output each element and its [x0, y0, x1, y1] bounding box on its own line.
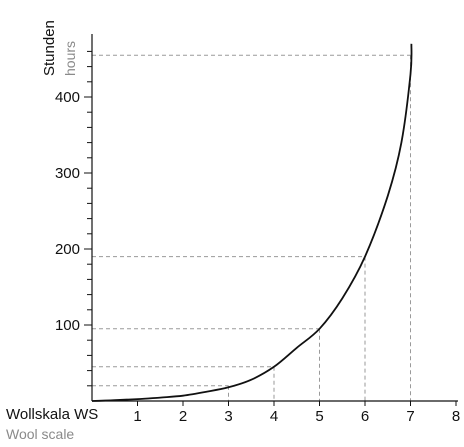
x-tick-label: 6 [361, 408, 369, 425]
y-minor-ticks [84, 51, 92, 385]
y-axis-subtitle: hours [62, 41, 78, 76]
x-axis-title: Wollskala WS [6, 406, 98, 423]
reference-lines [92, 55, 411, 401]
y-tick-labels: 100 200 300 400 [55, 89, 80, 334]
x-tick-label: 5 [315, 408, 323, 425]
x-tick-label: 3 [224, 408, 232, 425]
x-tick-label: 7 [406, 408, 414, 425]
x-tick-label: 1 [133, 408, 141, 425]
y-tick-label: 100 [55, 317, 80, 334]
y-axis-title: Stunden [41, 20, 58, 76]
x-tick-labels: 1 2 3 4 5 6 7 8 [133, 401, 460, 425]
y-tick-label: 400 [55, 89, 80, 106]
y-tick-label: 200 [55, 241, 80, 258]
series-curve [92, 44, 412, 401]
x-axis-subtitle: Wool scale [6, 426, 74, 442]
y-tick-label: 300 [55, 165, 80, 182]
x-tick-label: 8 [452, 408, 460, 425]
x-tick-label: 2 [179, 408, 187, 425]
x-tick-label: 4 [270, 408, 278, 425]
